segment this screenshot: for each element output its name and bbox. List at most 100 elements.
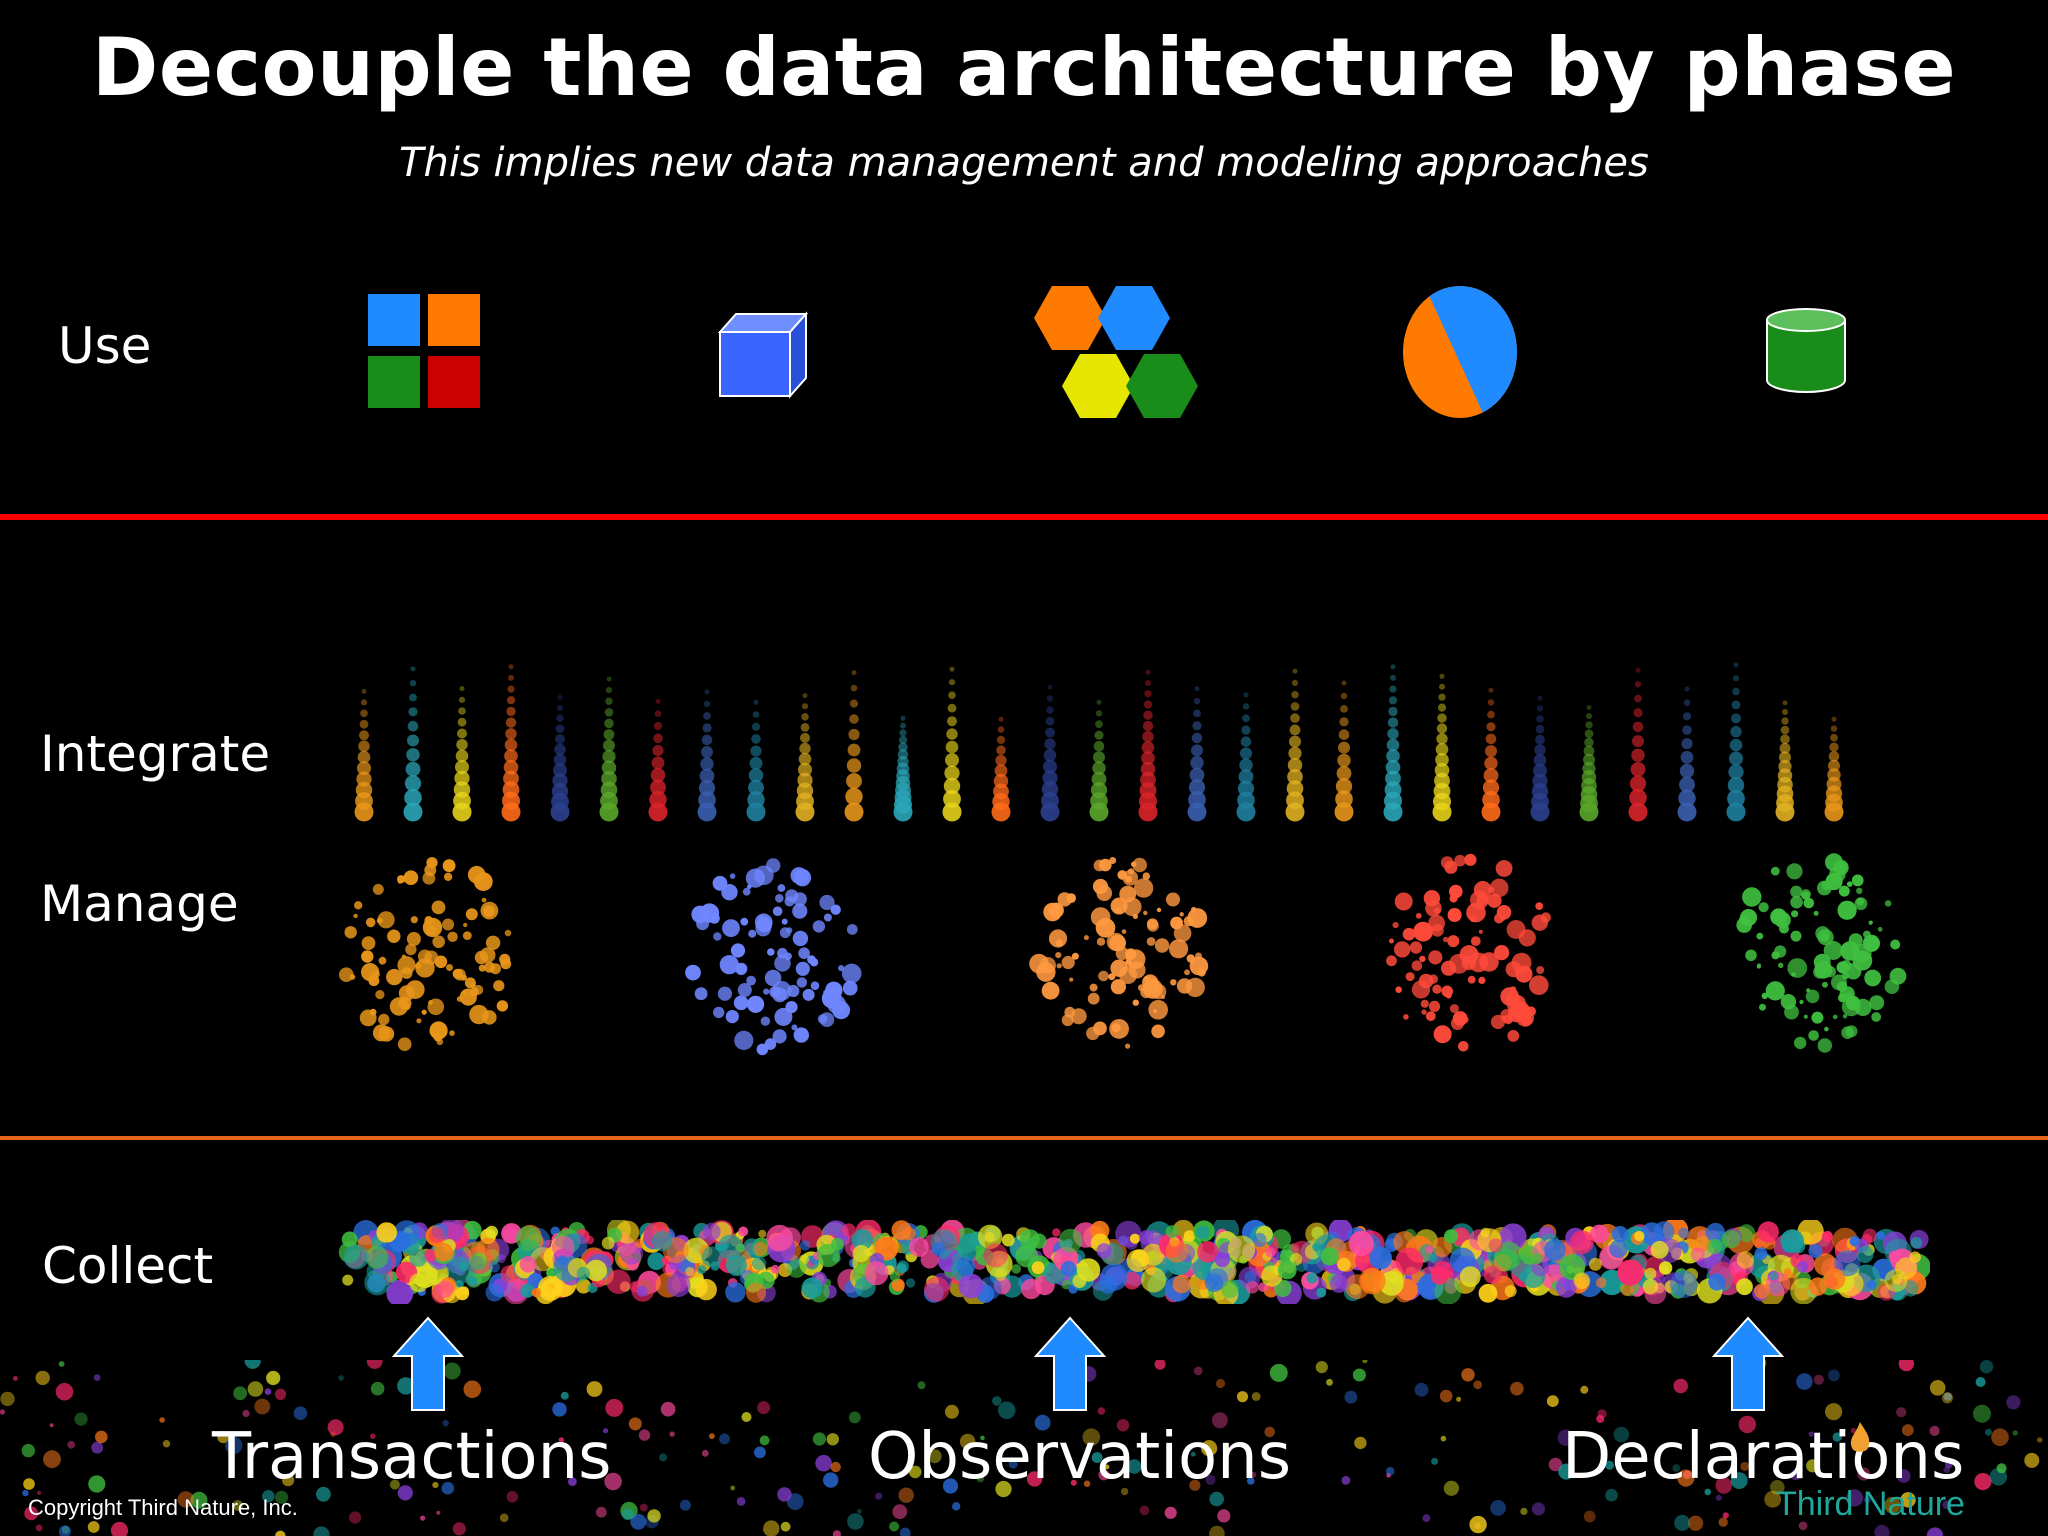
particle	[375, 990, 385, 1000]
arrow-up-icon	[1712, 1316, 1784, 1411]
particle	[875, 1492, 883, 1500]
particle	[520, 1283, 535, 1298]
particle	[88, 1475, 106, 1493]
integrate-columns-graphic	[354, 662, 1844, 822]
particle	[1245, 1280, 1259, 1294]
particle	[703, 712, 711, 720]
particle	[1824, 1026, 1829, 1032]
particle	[1338, 729, 1350, 740]
hexagons-icon	[1034, 286, 1198, 418]
particle	[1495, 860, 1513, 877]
particle	[1388, 696, 1398, 705]
particle	[177, 1491, 194, 1508]
particle	[1813, 1374, 1824, 1385]
particle	[530, 1247, 555, 1272]
particle	[774, 1007, 793, 1026]
particle	[1196, 1225, 1210, 1240]
particle	[463, 922, 468, 928]
particle	[416, 1018, 422, 1024]
particle	[484, 961, 496, 973]
particle	[1726, 802, 1746, 822]
particle	[35, 1524, 43, 1532]
particle	[647, 1509, 661, 1523]
particle	[997, 726, 1005, 733]
particle	[666, 1273, 691, 1298]
particle	[1943, 1392, 1953, 1401]
particle	[519, 1256, 537, 1273]
particle	[22, 1489, 29, 1497]
particle	[908, 1465, 922, 1479]
particle	[1091, 771, 1107, 787]
particle	[1139, 1230, 1154, 1245]
particle	[1315, 1361, 1328, 1374]
particle	[1195, 952, 1202, 960]
particle	[943, 777, 961, 795]
particle	[1678, 1227, 1690, 1239]
layer-label-collect: Collect	[42, 1237, 214, 1295]
particle	[452, 802, 472, 822]
particle	[503, 1279, 529, 1304]
particle	[1092, 761, 1106, 775]
particle	[1733, 662, 1739, 668]
particle	[948, 691, 956, 699]
particle	[801, 713, 809, 721]
particle	[1715, 1494, 1722, 1501]
particle	[1341, 1476, 1351, 1485]
particle	[417, 949, 432, 964]
particle	[1806, 1459, 1820, 1473]
particle	[1876, 1231, 1885, 1240]
particle	[1188, 779, 1206, 796]
particle	[1842, 1014, 1848, 1019]
particle	[1352, 1368, 1366, 1382]
particle	[1738, 1415, 1757, 1434]
particle	[1031, 1261, 1045, 1275]
particle	[1473, 1380, 1483, 1390]
particle	[651, 756, 665, 770]
particle	[369, 1008, 377, 1016]
particle	[397, 956, 416, 975]
particle	[1775, 802, 1795, 822]
particle	[1055, 952, 1062, 959]
particle	[1115, 946, 1129, 960]
particle	[1848, 933, 1863, 948]
particle	[1536, 966, 1545, 974]
particle	[1289, 735, 1301, 748]
particle	[896, 1260, 910, 1273]
particle	[1236, 802, 1256, 822]
particle	[703, 1222, 721, 1241]
particle	[67, 1440, 76, 1449]
particle	[1191, 732, 1203, 744]
particle	[1390, 664, 1396, 670]
particle	[429, 1021, 448, 1040]
particle	[1189, 1479, 1201, 1491]
particle	[945, 753, 959, 768]
particle	[1146, 918, 1159, 930]
particle	[800, 723, 810, 732]
particle	[1190, 756, 1204, 770]
particle	[407, 734, 419, 747]
particle	[1758, 902, 1769, 913]
particle	[1504, 1285, 1517, 1298]
particle	[900, 722, 906, 729]
particle	[556, 704, 564, 711]
source-label-transactions: Transactions	[212, 1420, 612, 1494]
particle	[457, 717, 467, 727]
particle	[1769, 1272, 1779, 1281]
particle	[759, 1435, 770, 1446]
particle	[1093, 1021, 1107, 1036]
particle	[217, 1431, 230, 1444]
particle	[551, 1235, 575, 1259]
particle	[1111, 1023, 1121, 1033]
particle	[1394, 892, 1413, 911]
particle	[1452, 1011, 1468, 1026]
particle	[556, 714, 564, 722]
particle	[1264, 1426, 1275, 1438]
particle	[1756, 964, 1761, 969]
particle	[247, 1381, 264, 1397]
particle	[902, 1227, 916, 1241]
particle	[1596, 1415, 1605, 1423]
particle	[975, 1244, 985, 1254]
particle	[353, 913, 358, 919]
particle	[703, 700, 711, 708]
particle	[832, 1530, 841, 1536]
